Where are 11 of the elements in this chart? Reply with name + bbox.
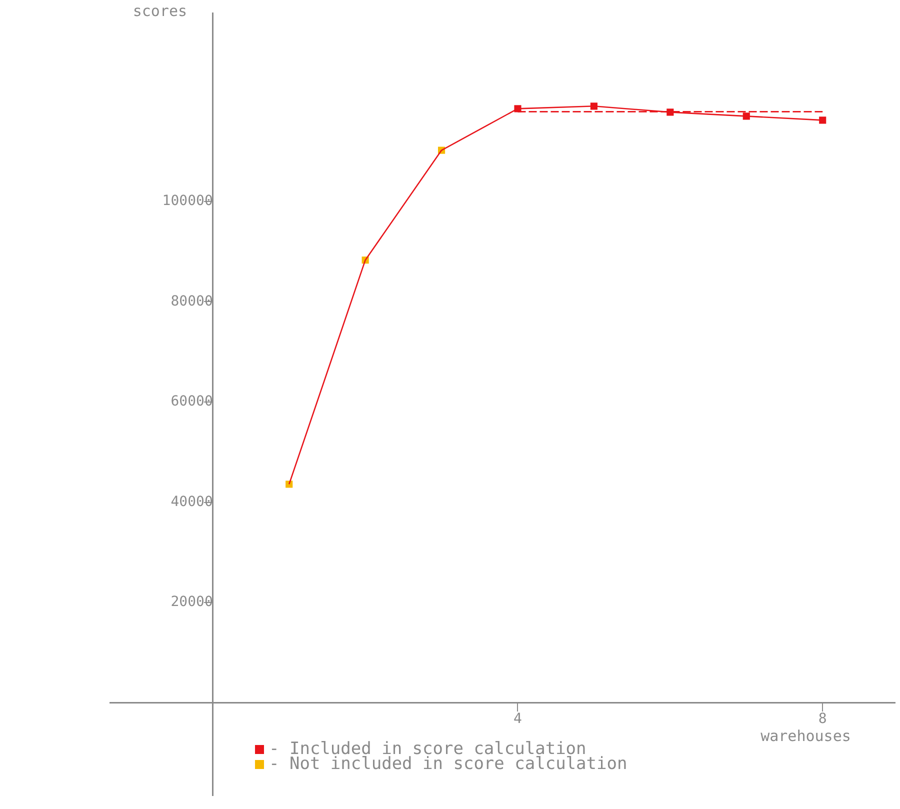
y-axis-title: scores — [132, 2, 188, 20]
legend-label: - Not included in score calculation — [269, 754, 628, 774]
y-tick-label: 60000 — [170, 394, 213, 410]
x-axis-title: warehouses — [760, 726, 851, 745]
x-tick-label: 4 — [514, 710, 522, 727]
y-tick-label: 40000 — [170, 494, 213, 510]
y-tick-label: 100000 — [162, 193, 213, 210]
x-tick-label: 8 — [818, 710, 827, 727]
y-tick-label: 20000 — [170, 594, 213, 610]
point — [819, 116, 826, 124]
y-tick-label: 80000 — [170, 293, 213, 310]
